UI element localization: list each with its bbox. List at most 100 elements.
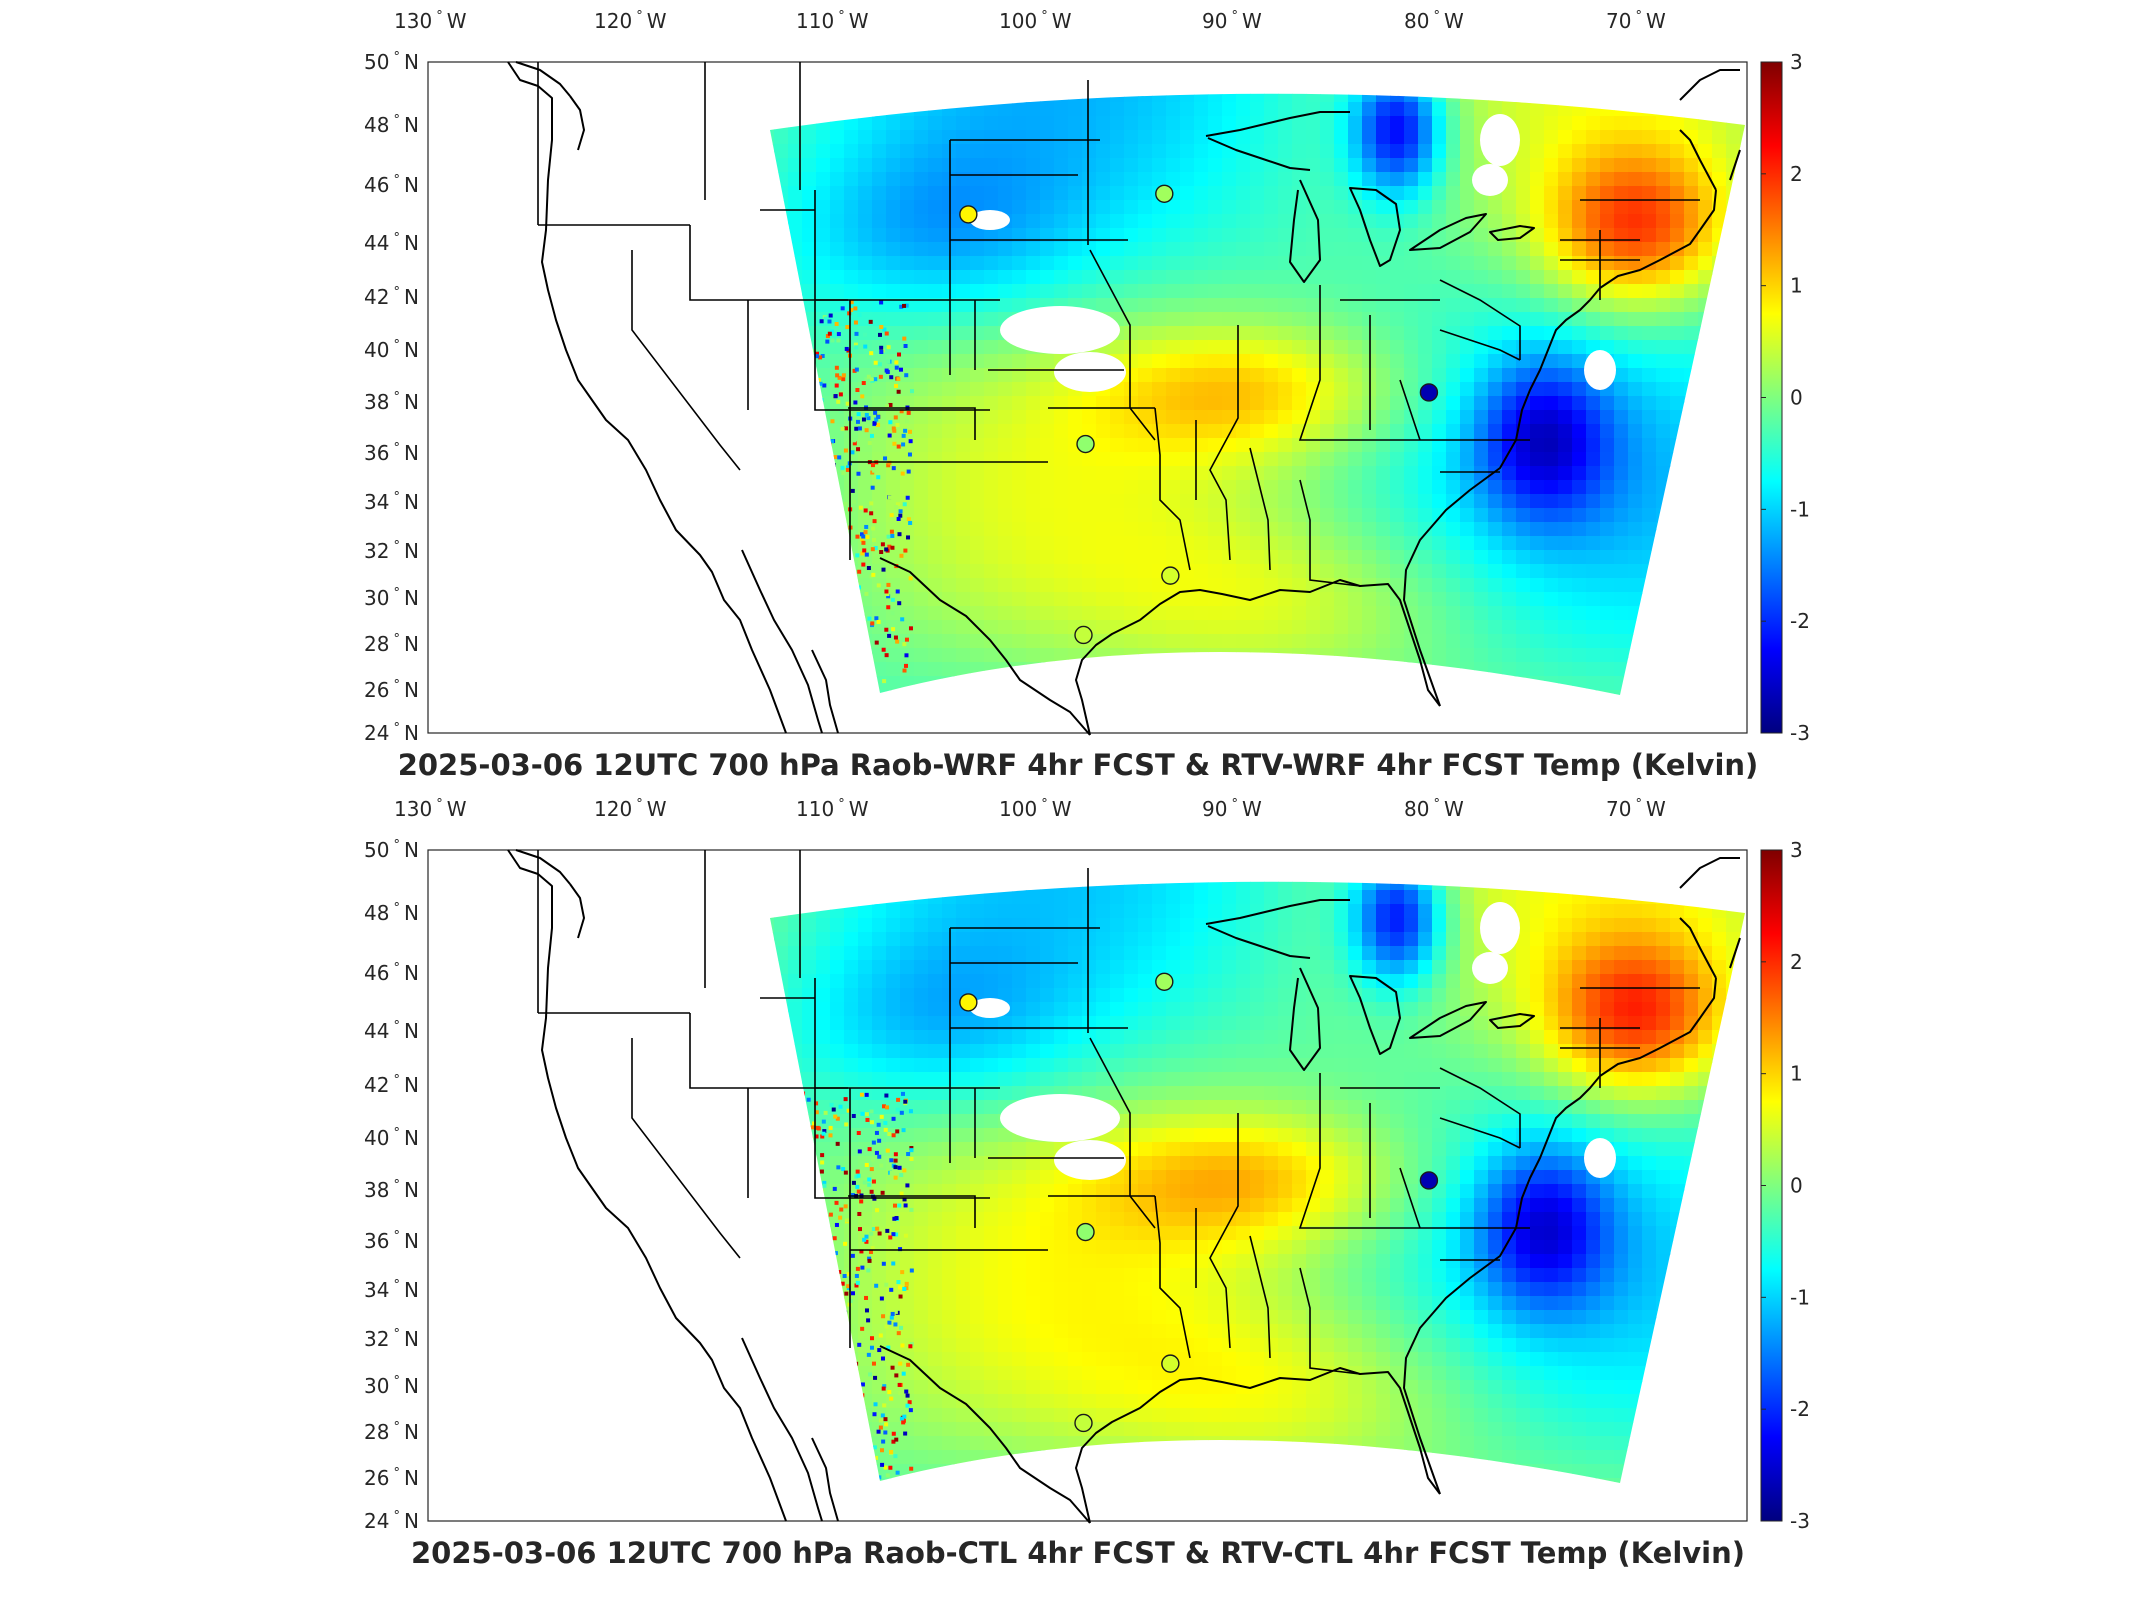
field-cell: [1012, 466, 1027, 481]
noise-pixel: [884, 404, 889, 409]
field-cell: [1376, 508, 1391, 523]
field-cell: [914, 326, 929, 341]
noise-pixel: [853, 342, 858, 347]
noise-pixel: [897, 532, 902, 537]
field-cell: [1012, 508, 1027, 523]
field-cell: [1684, 284, 1699, 299]
field-cell: [928, 284, 943, 299]
field-cell: [1250, 158, 1265, 173]
field-cell: [1530, 158, 1545, 173]
field-cell: [788, 932, 803, 947]
field-cell: [886, 1114, 901, 1129]
field-cell: [1096, 284, 1111, 299]
field-cell: [1026, 960, 1041, 975]
field-cell: [1474, 256, 1489, 271]
field-cell: [1250, 494, 1265, 509]
field-cell: [1306, 340, 1321, 355]
field-cell: [1222, 116, 1237, 131]
field-cell: [1054, 466, 1069, 481]
field-cell: [928, 662, 943, 677]
field-cell: [998, 242, 1013, 257]
field-cell: [1320, 466, 1335, 481]
noise-pixel: [863, 530, 868, 535]
field-cell: [872, 480, 887, 495]
field-cell: [1404, 172, 1419, 187]
field-cell: [1278, 284, 1293, 299]
state-border: [631, 250, 741, 471]
field-cell: [1152, 200, 1167, 215]
field-cell: [984, 396, 999, 411]
field-cell: [1530, 606, 1545, 621]
field-cell: [1670, 158, 1685, 173]
field-cell: [914, 312, 929, 327]
field-cell: [1194, 340, 1209, 355]
field-cell: [1264, 312, 1279, 327]
noise-pixel: [887, 544, 892, 549]
field-cell: [886, 1352, 901, 1367]
coastlines: [507, 61, 1741, 736]
field-cell: [858, 158, 873, 173]
noise-pixel: [903, 548, 908, 553]
field-cell: [914, 1436, 929, 1451]
field-cell: [1572, 550, 1587, 565]
field-cell: [1054, 480, 1069, 495]
field-cell: [872, 988, 887, 1003]
field-cell: [1334, 186, 1349, 201]
field-cell: [1614, 550, 1629, 565]
field-cell: [1502, 536, 1517, 551]
field-cell: [886, 550, 901, 565]
field-cell: [1684, 242, 1699, 257]
field-cell: [1390, 144, 1405, 159]
noise-pixel: [847, 311, 852, 316]
field-cell: [1418, 522, 1433, 537]
field-cell: [1292, 452, 1307, 467]
field-cell: [872, 494, 887, 509]
field-cell: [1446, 592, 1461, 607]
field-cell: [1460, 340, 1475, 355]
field-cell: [1124, 200, 1139, 215]
field-cell: [1054, 1254, 1069, 1269]
field-cell: [956, 186, 971, 201]
field-cell: [858, 480, 873, 495]
field-cell: [1040, 620, 1055, 635]
field-cell: [816, 186, 831, 201]
field-cell: [1138, 312, 1153, 327]
field-cell: [1138, 354, 1153, 369]
field-cell: [1320, 130, 1335, 145]
noise-pixel: [909, 389, 914, 394]
field-cell: [1530, 172, 1545, 187]
field-cell: [1334, 340, 1349, 355]
field-cell: [1026, 284, 1041, 299]
field-cell: [1292, 284, 1307, 299]
field-cell: [928, 1156, 943, 1171]
field-cell: [1124, 130, 1139, 145]
field-cell: [1558, 116, 1573, 131]
field-cell: [1124, 466, 1139, 481]
noise-pixel: [885, 369, 890, 374]
field-cell: [1404, 256, 1419, 271]
noise-pixel: [874, 417, 879, 422]
field-cell: [1404, 116, 1419, 131]
noise-pixel: [874, 640, 879, 645]
field-cell: [900, 522, 915, 537]
field-cell: [1040, 1310, 1055, 1325]
field-cell: [928, 1002, 943, 1017]
field-cell: [1614, 256, 1629, 271]
field-cell: [998, 200, 1013, 215]
field-cell: [1362, 298, 1377, 313]
field-cell: [1068, 564, 1083, 579]
field-cell: [1180, 382, 1195, 397]
field-cell: [1138, 382, 1153, 397]
field-cell: [816, 1044, 831, 1059]
field-cell: [1530, 298, 1545, 313]
field-cell: [1628, 522, 1643, 537]
field-cell: [1292, 102, 1307, 117]
field-cell: [1572, 564, 1587, 579]
field-cell: [1152, 634, 1167, 649]
field-cell: [1124, 158, 1139, 173]
field-cell: [900, 592, 915, 607]
field-cell: [1250, 298, 1265, 313]
field-cell: [788, 144, 803, 159]
noise-pixel: [899, 553, 904, 558]
field-cell: [970, 158, 985, 173]
